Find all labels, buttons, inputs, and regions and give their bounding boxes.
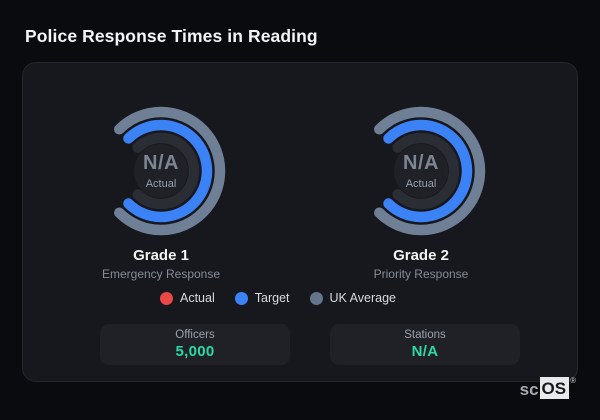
target-legend-dot-icon [234, 291, 248, 305]
stat-officers: Officers 5,000 [100, 324, 290, 365]
gauge-grade-2-chart: N/A Actual [346, 96, 496, 246]
stat-value: 5,000 [175, 343, 215, 360]
legend-item-uk-average[interactable]: UK Average [309, 291, 396, 305]
stat-stations: Stations N/A [330, 324, 520, 365]
legend-label: Actual [180, 291, 215, 305]
gauge-title: Grade 1 [133, 247, 189, 264]
gauges-row: N/A Actual Grade 1 Emergency Response N/… [14, 96, 568, 281]
ring-actual [392, 132, 460, 210]
gauge-subtitle: Priority Response [373, 267, 469, 281]
ring-uk-average [374, 106, 486, 236]
gauge-grade-2: N/A Actual Grade 2 Priority Response [336, 96, 506, 281]
legend-label: Target [254, 291, 290, 305]
gauge-title: Grade 2 [393, 247, 449, 264]
gauge-subtitle: Emergency Response [101, 267, 221, 281]
gauge-grade-1: N/A Actual Grade 1 Emergency Response [76, 96, 246, 281]
legend-label: UK Average [329, 291, 396, 305]
stat-label: Stations [404, 329, 446, 341]
ring-target [383, 119, 473, 223]
logo-text-prefix: sc [519, 380, 539, 399]
chart-legend: Actual Target UK Average [1, 291, 555, 305]
response-times-card: N/A Actual Grade 1 Emergency Response N/… [22, 62, 578, 382]
ring-uk-average [114, 106, 226, 236]
page-title: Police Response Times in Reading [25, 26, 318, 46]
scos-logo: sc OS ® [520, 377, 576, 399]
legend-item-actual[interactable]: Actual [160, 291, 215, 305]
radial-gauge-svg [374, 106, 486, 236]
ring-target [123, 119, 213, 223]
logo-text-box: OS [539, 377, 570, 399]
gauge-grade-1-chart: N/A Actual [86, 96, 236, 246]
stat-value: N/A [411, 343, 439, 360]
ring-actual [132, 132, 200, 210]
gauge-hub [134, 144, 188, 198]
stat-label: Officers [175, 329, 215, 341]
stats-row: Officers 5,000 Stations N/A [33, 324, 587, 365]
gauge-hub [394, 144, 448, 198]
radial-gauge-svg [114, 106, 226, 236]
registered-trademark-icon: ® [570, 376, 576, 385]
uk-average-legend-dot-icon [309, 291, 323, 305]
actual-legend-dot-icon [160, 291, 173, 305]
legend-item-target[interactable]: Target [234, 291, 290, 305]
